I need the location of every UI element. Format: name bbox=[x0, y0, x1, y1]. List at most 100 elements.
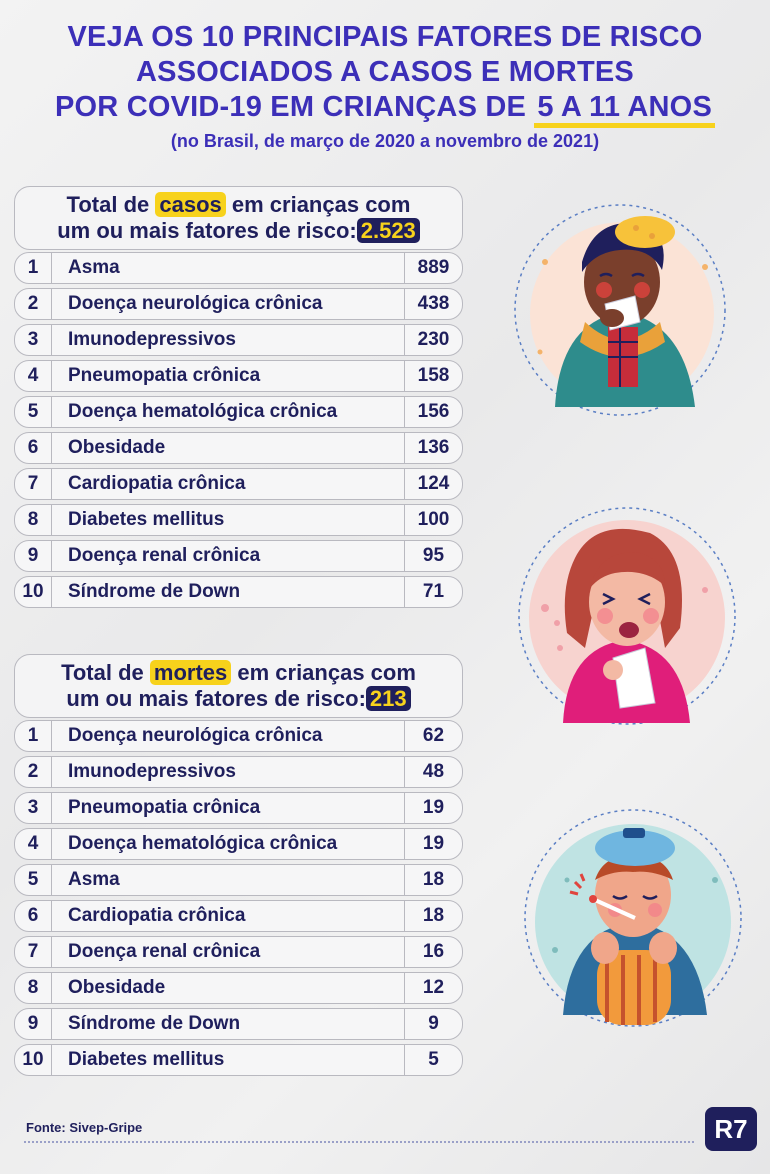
cases-title-line-1: Total de casos em crianças com bbox=[66, 192, 411, 218]
row-rank: 4 bbox=[14, 360, 52, 392]
cases-table: Total de casos em crianças com um ou mai… bbox=[14, 186, 463, 610]
row-rank: 7 bbox=[14, 468, 52, 500]
headline-prefix: POR bbox=[54, 91, 127, 123]
table-row: 9 Síndrome de Down 9 bbox=[14, 1006, 463, 1042]
cases-title-pre: Total de bbox=[66, 192, 156, 217]
row-label: Cardiopatia crônica bbox=[52, 900, 404, 932]
table-row: 7 Doença renal crônica 16 bbox=[14, 934, 463, 970]
row-rank: 7 bbox=[14, 936, 52, 968]
row-label: Síndrome de Down bbox=[52, 1008, 404, 1040]
deaths-table: Total de mortes em crianças com um ou ma… bbox=[14, 654, 463, 1078]
deaths-title-line-1: Total de mortes em crianças com bbox=[61, 660, 416, 686]
deaths-total: 213 bbox=[365, 686, 411, 711]
row-rank: 5 bbox=[14, 864, 52, 896]
row-label: Imunodepressivos bbox=[52, 324, 404, 356]
row-label: Cardiopatia crônica bbox=[52, 468, 404, 500]
table-row: 7 Cardiopatia crônica 124 bbox=[14, 466, 463, 502]
table-row: 2 Doença neurológica crônica 438 bbox=[14, 286, 463, 322]
row-rank: 1 bbox=[14, 252, 52, 284]
row-label: Doença neurológica crônica bbox=[52, 288, 404, 320]
row-value: 95 bbox=[404, 540, 463, 572]
table-row: 8 Diabetes mellitus 100 bbox=[14, 502, 463, 538]
table-row: 2 Imunodepressivos 48 bbox=[14, 754, 463, 790]
row-label: Doença renal crônica bbox=[52, 936, 404, 968]
deaths-rows: 1 Doença neurológica crônica 62 2 Imunodepre… bbox=[14, 718, 463, 1078]
r7-logo: R7 bbox=[705, 1107, 757, 1151]
row-value: 18 bbox=[404, 864, 463, 896]
headline-line-1: VEJA OS 10 PRINCIPAIS FATORES DE RISCO bbox=[67, 21, 703, 53]
row-label: Doença renal crônica bbox=[52, 540, 404, 572]
row-value: 136 bbox=[404, 432, 463, 464]
row-label: Pneumopatia crônica bbox=[52, 360, 404, 392]
cases-rows: 1 Asma 889 2 Doença neurológica crônica 438 3 I… bbox=[14, 250, 463, 610]
table-row: 10 Síndrome de Down 71 bbox=[14, 574, 463, 610]
row-rank: 9 bbox=[14, 1008, 52, 1040]
row-value: 230 bbox=[404, 324, 463, 356]
sick-boy-illustration bbox=[514, 204, 726, 416]
headline-line-2: ASSOCIADOS A CASOS E MORTES bbox=[136, 56, 634, 88]
deaths-title-line-2: um ou mais fatores de risco: 213 bbox=[66, 686, 411, 712]
header: VEJA OS 10 PRINCIPAIS FATORES DE RISCO A… bbox=[0, 20, 770, 152]
row-label: Obesidade bbox=[52, 972, 404, 1004]
table-row: 8 Obesidade 12 bbox=[14, 970, 463, 1006]
row-value: 9 bbox=[404, 1008, 463, 1040]
headline-line-3: POR COVID-19 EM CRIANÇAS DE 5 A 11 ANOS bbox=[0, 90, 770, 128]
row-value: 158 bbox=[404, 360, 463, 392]
deaths-title-post: em crianças com bbox=[231, 660, 416, 685]
cases-title-post: em crianças com bbox=[225, 192, 411, 217]
row-label: Asma bbox=[52, 252, 404, 284]
row-label: Obesidade bbox=[52, 432, 404, 464]
row-rank: 10 bbox=[14, 1044, 52, 1076]
row-label: Diabetes mellitus bbox=[52, 1044, 404, 1076]
row-rank: 1 bbox=[14, 720, 52, 752]
row-value: 48 bbox=[404, 756, 463, 788]
row-value: 438 bbox=[404, 288, 463, 320]
table-row: 6 Obesidade 136 bbox=[14, 430, 463, 466]
row-value: 71 bbox=[404, 576, 463, 608]
headline-bold: COVID-19 EM CRIANÇAS DE bbox=[126, 91, 527, 123]
row-value: 62 bbox=[404, 720, 463, 752]
row-value: 100 bbox=[404, 504, 463, 536]
row-value: 19 bbox=[404, 792, 463, 824]
row-rank: 2 bbox=[14, 756, 52, 788]
row-rank: 10 bbox=[14, 576, 52, 608]
row-label: Doença hematológica crônica bbox=[52, 396, 404, 428]
table-row: 4 Pneumopatia crônica 158 bbox=[14, 358, 463, 394]
table-row: 3 Imunodepressivos 230 bbox=[14, 322, 463, 358]
table-row: 9 Doença renal crônica 95 bbox=[14, 538, 463, 574]
headline-age-range: 5 A 11 ANOS bbox=[534, 91, 715, 128]
deaths-title-pre: Total de bbox=[61, 660, 150, 685]
subtitle: (no Brasil, de março de 2020 a novembro … bbox=[170, 131, 600, 151]
table-row: 6 Cardiopatia crônica 18 bbox=[14, 898, 463, 934]
row-value: 124 bbox=[404, 468, 463, 500]
row-value: 156 bbox=[404, 396, 463, 428]
deaths-title: Total de mortes em crianças com um ou ma… bbox=[14, 654, 463, 718]
table-row: 1 Doença neurológica crônica 62 bbox=[14, 718, 463, 754]
coughing-girl-illustration bbox=[518, 507, 736, 725]
row-rank: 8 bbox=[14, 972, 52, 1004]
row-label: Imunodepressivos bbox=[52, 756, 404, 788]
table-row: 10 Diabetes mellitus 5 bbox=[14, 1042, 463, 1078]
row-value: 16 bbox=[404, 936, 463, 968]
row-rank: 3 bbox=[14, 792, 52, 824]
row-label: Doença neurológica crônica bbox=[52, 720, 404, 752]
footer-divider bbox=[24, 1141, 694, 1143]
fever-boy-illustration bbox=[524, 809, 742, 1027]
row-label: Asma bbox=[52, 864, 404, 896]
table-row: 1 Asma 889 bbox=[14, 250, 463, 286]
row-rank: 5 bbox=[14, 396, 52, 428]
table-row: 5 Doença hematológica crônica 156 bbox=[14, 394, 463, 430]
row-rank: 6 bbox=[14, 432, 52, 464]
cases-keyword: casos bbox=[155, 192, 226, 217]
row-value: 18 bbox=[404, 900, 463, 932]
row-value: 5 bbox=[404, 1044, 463, 1076]
row-rank: 4 bbox=[14, 828, 52, 860]
cases-total: 2.523 bbox=[356, 218, 420, 243]
deaths-keyword: mortes bbox=[149, 660, 232, 685]
table-row: 5 Asma 18 bbox=[14, 862, 463, 898]
cases-title-line-2: um ou mais fatores de risco: 2.523 bbox=[57, 218, 420, 244]
row-value: 12 bbox=[404, 972, 463, 1004]
row-rank: 3 bbox=[14, 324, 52, 356]
row-value: 889 bbox=[404, 252, 463, 284]
cases-title: Total de casos em crianças com um ou mai… bbox=[14, 186, 463, 250]
